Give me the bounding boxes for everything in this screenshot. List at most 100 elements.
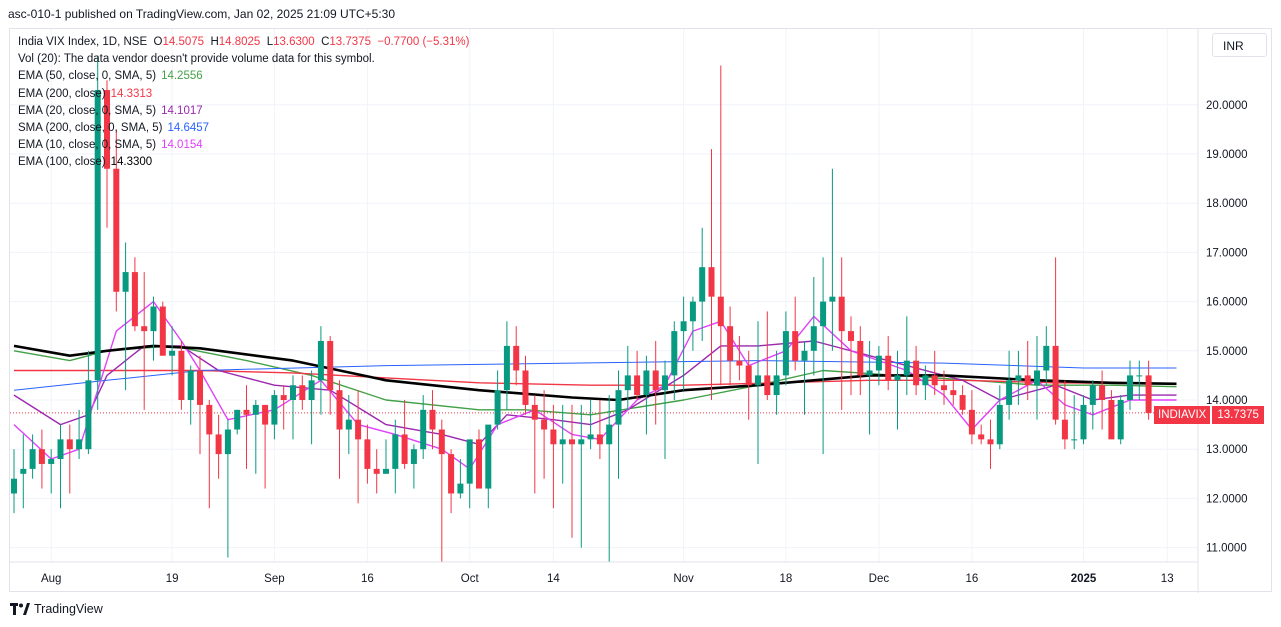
candle [550, 404, 557, 509]
indicator-label: SMA (200, close, 0, SMA, 5) [18, 122, 163, 135]
candle-body [968, 409, 975, 435]
candle [383, 439, 389, 474]
candle [159, 301, 166, 356]
price-tick-label: 14.0000 [1206, 395, 1248, 407]
candle-body [848, 331, 854, 341]
indicator-line [13, 344, 1177, 402]
candle-body [578, 439, 585, 445]
indicator-label: EMA (10, close, 0, SMA, 5) [18, 139, 157, 152]
candle [131, 257, 138, 332]
candle [764, 311, 771, 400]
candle [541, 390, 548, 479]
candle-body [931, 375, 938, 386]
candle [755, 321, 761, 464]
candle [345, 395, 352, 455]
time-tick-label: Dec [869, 573, 890, 585]
candle [1006, 350, 1013, 420]
candle [820, 257, 827, 455]
indicator-value: 14.3300 [110, 156, 153, 169]
candle-body [810, 326, 817, 351]
candle [1108, 390, 1115, 440]
candle-body [420, 409, 427, 450]
footer-brand[interactable]: TradingView [34, 602, 103, 616]
candle-body [224, 429, 231, 455]
candle [959, 385, 966, 415]
candle-body [308, 380, 315, 400]
candle [11, 449, 17, 514]
candle-body [652, 370, 659, 391]
candle [1043, 326, 1050, 386]
indicator-row[interactable]: SMA (200, close, 0, SMA, 5) 14.6457 [18, 120, 469, 137]
candle [57, 424, 64, 509]
candle [894, 350, 901, 430]
candle-body [503, 345, 510, 391]
candle-body [1127, 375, 1133, 400]
candle-body [262, 404, 269, 425]
price-tick-label: 15.0000 [1206, 346, 1248, 358]
candle-body [1108, 400, 1115, 440]
candle-body [513, 345, 520, 371]
candle [857, 326, 864, 396]
candle [708, 149, 715, 400]
candle [104, 80, 110, 228]
indicator-row[interactable]: EMA (100, close) 14.3300 [18, 154, 469, 171]
publish-line: asc-010-1 published on TradingView.com, … [8, 7, 396, 21]
candle [271, 390, 278, 440]
candle-body [903, 360, 910, 376]
candle-body [76, 439, 83, 450]
candle-body [866, 370, 873, 376]
time-tick-label: 19 [166, 573, 179, 585]
candle-body [178, 350, 185, 400]
candle-body [280, 395, 287, 400]
candle [727, 306, 734, 386]
candle-body [541, 419, 548, 430]
candle-body [1145, 375, 1152, 413]
candle [559, 404, 566, 484]
candle-body [252, 404, 259, 415]
candle-body [290, 385, 296, 400]
candle-body [1052, 345, 1059, 420]
symbol-row: India VIX Index, 1D, NSE O14.5075 H14.80… [18, 34, 469, 51]
chart-legend: India VIX Index, 1D, NSE O14.5075 H14.80… [18, 34, 469, 172]
candle [317, 326, 324, 415]
candle [243, 385, 250, 469]
chart-canvas[interactable]: 11.0000 12.0000 13.0000 14.0000 15.0000 16.00… [10, 29, 1273, 593]
currency-button[interactable]: INR [1212, 33, 1267, 57]
candle [1127, 360, 1133, 410]
indicator-row[interactable]: EMA (50, close, 0, SMA, 5) 14.2556 [18, 68, 469, 85]
close-value: 13.7375 [329, 36, 371, 48]
candle [866, 340, 873, 435]
volume-note[interactable]: Vol (20): The data vendor doesn't provid… [18, 53, 375, 66]
candle-body [596, 434, 603, 445]
time-tick-label: 18 [780, 573, 793, 585]
candle [252, 400, 259, 474]
candle-body [234, 409, 241, 430]
indicator-row[interactable]: EMA (200, close) 14.3313 [18, 86, 469, 103]
candle-body [159, 306, 166, 356]
indicator-row[interactable]: EMA (20, close, 0, SMA, 5) 14.1017 [18, 103, 469, 120]
candle [48, 449, 55, 494]
candle [596, 400, 603, 460]
candle-body [66, 439, 73, 450]
price-tag-value: 13.7375 [1212, 406, 1264, 424]
candle [848, 316, 854, 396]
indicator-value: 14.2556 [161, 70, 203, 83]
candle-body [373, 468, 380, 474]
time-tick-label: 14 [547, 573, 560, 585]
candle [513, 326, 520, 386]
indicator-value: 14.3313 [110, 87, 153, 100]
indicator-row[interactable]: EMA (10, close, 0, SMA, 5) 14.0154 [18, 137, 469, 154]
low-value: 13.6300 [273, 36, 315, 48]
candle-body [978, 434, 985, 440]
candlesticks [11, 55, 1152, 563]
symbol-name[interactable]: India VIX Index, 1D, NSE [18, 36, 148, 48]
candle-body [169, 350, 176, 356]
footer: TradingView [10, 600, 103, 618]
candle [1136, 360, 1143, 400]
candle-body [38, 449, 45, 464]
candle [122, 242, 129, 391]
candle-body [485, 424, 492, 489]
chart-frame[interactable]: 11.0000 12.0000 13.0000 14.0000 15.0000 16.00… [9, 28, 1273, 593]
candle-body [913, 360, 920, 386]
candle [662, 360, 668, 460]
